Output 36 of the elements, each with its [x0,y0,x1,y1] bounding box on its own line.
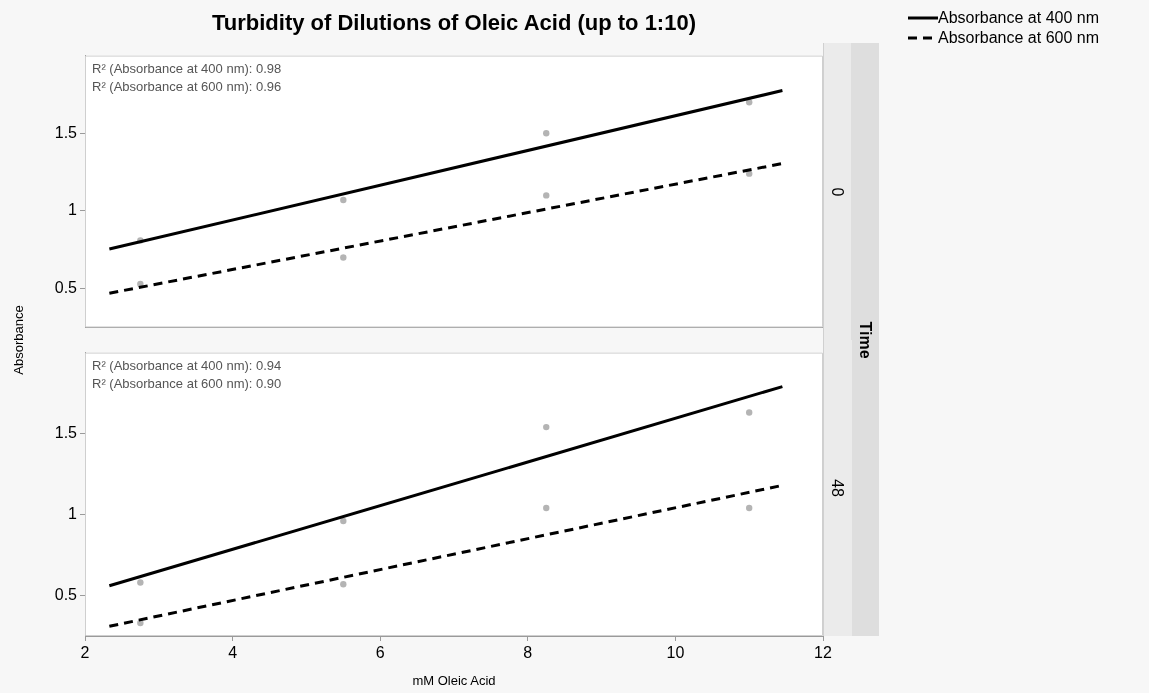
y-tick-label: 0.5 [54,278,78,296]
point [746,504,753,512]
point [340,254,347,261]
point [543,130,550,137]
x-tick-label: 2 [80,644,90,662]
legend-label: Absorbance at 600 nm [938,29,1099,47]
x-axis-title: mM Oleic Acid [412,672,496,688]
point [340,517,347,525]
y2-axis-title: Time [856,320,874,359]
point [543,423,550,431]
x-tick-label: 8 [523,644,533,662]
x-tick-label: 4 [228,644,238,662]
annotation: R² (Absorbance at 600 nm): 0.90 [92,375,282,391]
chart-title: Turbidity of Dilutions of Oleic Acid (up to 1:10) [211,10,697,36]
point [137,579,144,586]
x-tick-label: 12 [814,644,832,662]
y-tick-label: 1 [68,504,78,522]
y-tick-label: 1.5 [54,423,78,441]
legend-label: Absorbance at 400 nm [938,9,1099,27]
point [746,409,753,416]
point [543,192,550,199]
y-axis-title: Absorbance [10,305,26,375]
x-tick-label: 6 [375,644,385,662]
x-tick-label: 10 [666,644,685,662]
annotation: R² (Absorbance at 400 nm): 0.98 [92,60,282,76]
point [340,196,347,204]
y-tick-label: 0.5 [54,585,78,603]
text: 0 [828,187,846,196]
y-tick-label: 1 [68,201,78,219]
point [543,504,550,512]
y-tick-label: 1.5 [54,123,78,141]
point [340,580,347,588]
annotation: R² (Absorbance at 400 nm): 0.94 [92,357,282,373]
text: 48 [828,479,846,497]
annotation: R² (Absorbance at 600 nm): 0.96 [92,78,282,94]
point [137,619,144,627]
